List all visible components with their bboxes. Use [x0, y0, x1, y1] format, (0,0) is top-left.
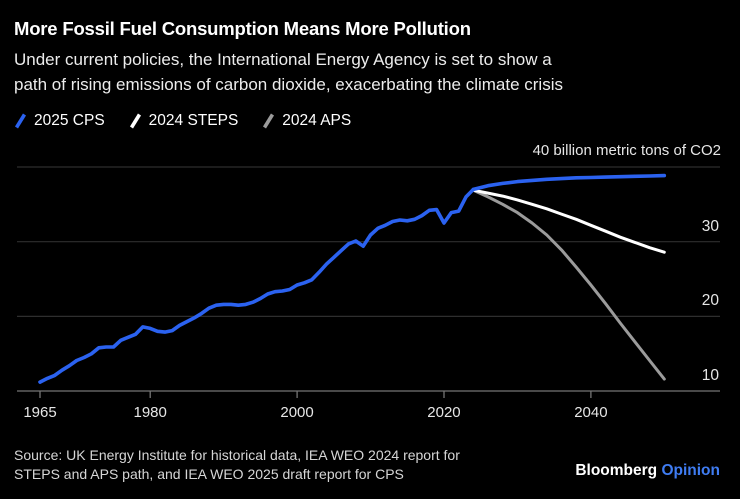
- source-line-2: STEPS and APS path, and IEA WEO 2025 dra…: [14, 466, 404, 482]
- series-2024-steps: [471, 188, 666, 254]
- y-tick-label: 20: [701, 292, 719, 310]
- x-tick-label: 2020: [427, 404, 461, 421]
- legend: 2025 CPS 2024 STEPS 2024 APS: [14, 112, 351, 130]
- brand-bloomberg: Bloomberg: [575, 462, 658, 479]
- series-historical: [38, 187, 476, 384]
- subtitle-line-2: path of rising emissions of carbon dioxi…: [14, 75, 563, 94]
- legend-label: 2024 STEPS: [148, 112, 239, 129]
- series-2025-cps: [471, 173, 667, 192]
- source-note: Source: UK Energy Institute for historic…: [14, 446, 460, 484]
- x-tick-label: 1980: [133, 404, 167, 421]
- y-axis-unit-label: 40 billion metric tons of CO2: [532, 142, 721, 159]
- legend-item-2024-aps: 2024 APS: [262, 112, 351, 130]
- legend-item-2025-cps: 2025 CPS: [14, 112, 105, 130]
- x-tick-label: 2040: [574, 404, 608, 421]
- bloomberg-opinion-logo: Bloomberg Opinion: [575, 462, 720, 480]
- legend-label: 2025 CPS: [34, 112, 105, 129]
- page-title: More Fossil Fuel Consumption Means More …: [14, 18, 471, 39]
- white-slash-icon: [129, 113, 141, 129]
- brand-opinion: Opinion: [661, 462, 720, 479]
- chart-subtitle: Under current policies, the Internationa…: [14, 47, 738, 97]
- gray-slash-icon: [263, 113, 275, 129]
- x-tick-label: 2000: [280, 404, 314, 421]
- y-tick-label: 10: [701, 367, 719, 385]
- legend-label: 2024 APS: [282, 112, 352, 129]
- x-tick-label: 1965: [23, 404, 57, 421]
- subtitle-line-1: Under current policies, the Internationa…: [14, 50, 552, 69]
- y-tick-label: 30: [701, 217, 719, 235]
- blue-slash-icon: [14, 113, 27, 129]
- series-2024-aps: [471, 188, 666, 381]
- source-line-1: Source: UK Energy Institute for historic…: [14, 447, 460, 463]
- legend-item-2024-steps: 2024 STEPS: [129, 112, 239, 130]
